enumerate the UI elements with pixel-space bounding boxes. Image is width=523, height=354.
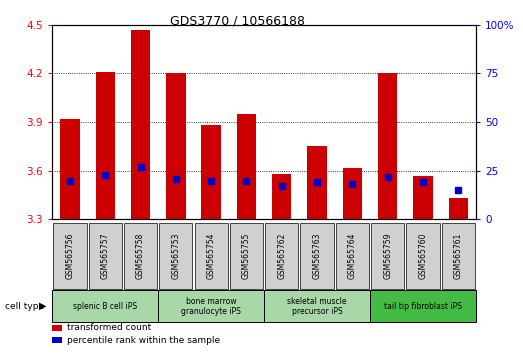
Text: percentile rank within the sample: percentile rank within the sample	[67, 336, 220, 345]
Text: bone marrow
granulocyte iPS: bone marrow granulocyte iPS	[181, 297, 241, 316]
Bar	[131, 30, 150, 219]
Bar	[343, 167, 362, 219]
Text: GSM565763: GSM565763	[313, 233, 322, 279]
Bar	[237, 114, 256, 219]
Text: GSM565758: GSM565758	[136, 233, 145, 279]
Text: skeletal muscle
precursor iPS: skeletal muscle precursor iPS	[287, 297, 347, 316]
Bar	[96, 72, 115, 219]
Bar	[413, 176, 433, 219]
Text: tail tip fibroblast iPS: tail tip fibroblast iPS	[384, 302, 462, 311]
Text: GSM565760: GSM565760	[418, 233, 427, 279]
Text: cell type: cell type	[5, 302, 44, 311]
Text: GSM565762: GSM565762	[277, 233, 286, 279]
Bar	[166, 73, 186, 219]
Text: splenic B cell iPS: splenic B cell iPS	[73, 302, 138, 311]
Text: GSM565764: GSM565764	[348, 233, 357, 279]
Text: GDS3770 / 10566188: GDS3770 / 10566188	[170, 14, 305, 27]
Bar	[378, 73, 397, 219]
Text: ▶: ▶	[39, 301, 47, 311]
Bar	[449, 198, 468, 219]
Text: GSM565754: GSM565754	[207, 233, 215, 279]
Bar	[60, 119, 79, 219]
Bar	[308, 147, 327, 219]
Text: GSM565753: GSM565753	[172, 233, 180, 279]
Text: GSM565757: GSM565757	[101, 233, 110, 279]
Bar	[272, 174, 291, 219]
Bar	[201, 125, 221, 219]
Text: GSM565755: GSM565755	[242, 233, 251, 279]
Text: GSM565761: GSM565761	[454, 233, 463, 279]
Text: GSM565756: GSM565756	[65, 233, 74, 279]
Text: GSM565759: GSM565759	[383, 233, 392, 279]
Text: transformed count: transformed count	[67, 323, 151, 332]
